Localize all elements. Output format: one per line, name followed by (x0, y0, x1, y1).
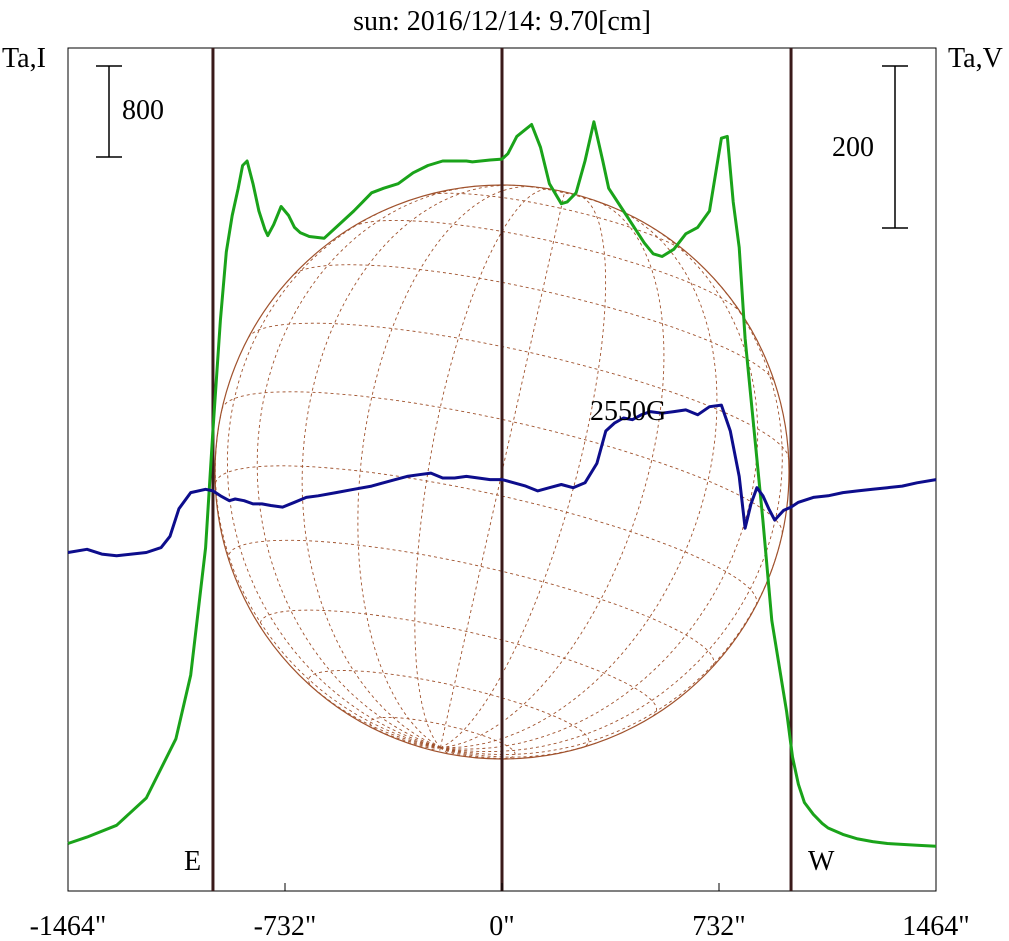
grid-line (426, 192, 689, 254)
grid-line (301, 184, 513, 749)
field-strength-label: 2550G (590, 396, 666, 427)
grid-line (440, 747, 517, 760)
grid-line (440, 747, 482, 759)
intensity-series-line (67, 120, 937, 848)
grid-line (440, 276, 783, 753)
grid-line (256, 185, 475, 749)
polarization-scale-bar (882, 65, 908, 229)
grid-line (440, 747, 451, 755)
grid-line (221, 391, 783, 535)
grid-line (438, 747, 441, 753)
x-tick-label: -1464" (30, 911, 107, 941)
grid-line (440, 224, 759, 750)
grid-line (369, 716, 516, 760)
grid-line (440, 199, 665, 749)
grid-line (308, 670, 590, 749)
x-tick-label: 732" (692, 911, 745, 941)
grid-line (259, 609, 658, 717)
grid-line (357, 186, 536, 748)
intensity-scale-bar (96, 65, 122, 158)
intensity-scale-label: 800 (122, 95, 164, 126)
x-axis: -1464" -732" 0" 732" 1464" (30, 883, 970, 941)
grid-line (301, 676, 441, 749)
x-tick-label: 1464" (902, 911, 969, 941)
grid-line (247, 322, 790, 459)
grid-line (440, 742, 597, 758)
grid-line (417, 745, 441, 749)
grid-line (294, 264, 775, 382)
right-axis-label: Ta,V (948, 43, 1003, 74)
grid-line (440, 195, 607, 749)
grid-line (440, 534, 783, 756)
grid-line (440, 207, 718, 749)
grid-line (366, 724, 441, 749)
grid-line (428, 747, 441, 750)
grid-line (353, 219, 742, 314)
grid-line (214, 409, 441, 749)
x-tick-label: -732" (254, 911, 317, 941)
grid-line (414, 188, 550, 748)
grid-line (215, 465, 758, 604)
grid-line (228, 539, 715, 669)
grid-line (440, 747, 462, 757)
x-tick-label: 0" (489, 911, 514, 941)
left-axis-label: Ta,I (2, 43, 46, 74)
chart-title: sun: 2016/12/14: 9.70[cm] (353, 6, 651, 37)
polarization-scale-label: 200 (832, 132, 874, 163)
polarization-series-line (67, 403, 937, 558)
east-limb-label: E (184, 846, 201, 877)
west-limb-label: W (808, 846, 835, 877)
limb-lines (211, 48, 793, 891)
